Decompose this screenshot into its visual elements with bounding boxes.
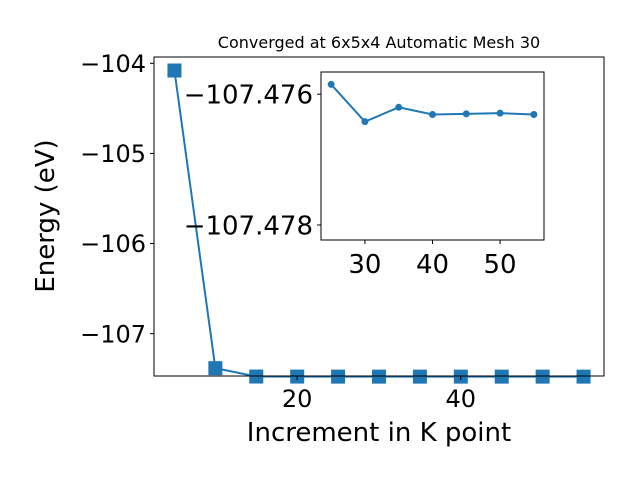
- main-data-point: [331, 369, 346, 384]
- main-x-ticks: 20 40: [282, 376, 476, 413]
- main-data-point: [208, 361, 223, 376]
- inset-y-tick-label: −107.478: [184, 211, 313, 241]
- inset-data-point: [361, 118, 369, 126]
- main-x-tick-label: 40: [446, 385, 477, 413]
- main-plot-frame: [153, 56, 605, 377]
- main-data-point: [535, 369, 550, 384]
- inset-x-tick-label: 40: [416, 250, 449, 280]
- inset-data-point: [530, 110, 538, 118]
- x-axis-label: Increment in K point: [247, 418, 511, 448]
- inset-axes: 30 40 50 −107.478 −107.476: [184, 71, 545, 280]
- main-data-point: [412, 369, 427, 384]
- main-x-tick-label: 20: [282, 385, 313, 413]
- inset-x-ticks: 30 40 50: [348, 240, 517, 280]
- y-axis-label: Energy (eV): [31, 139, 61, 292]
- inset-background: [321, 72, 544, 240]
- main-y-tick-label: −104: [80, 50, 146, 78]
- inset-y-ticks: −107.478 −107.476: [184, 81, 321, 241]
- main-data-point: [494, 369, 509, 384]
- main-y-ticks: −104 −105 −106 −107: [80, 50, 154, 348]
- main-y-tick-label: −105: [80, 140, 146, 168]
- main-axes: Converged at 6x5x4 Automatic Mesh 30 20 4…: [31, 33, 605, 448]
- inset-data-point: [496, 109, 504, 117]
- main-y-tick-label: −107: [80, 320, 146, 348]
- inset-data-point: [395, 103, 403, 111]
- main-data-point: [249, 369, 264, 384]
- inset-data-point: [429, 110, 436, 118]
- inset-y-tick-label: −107.476: [184, 81, 313, 111]
- chart-title: Converged at 6x5x4 Automatic Mesh 30: [218, 33, 540, 52]
- inset-data-point: [327, 80, 335, 88]
- inset-series-points: [327, 80, 538, 126]
- inset-x-tick-label: 50: [484, 250, 517, 280]
- main-data-point: [576, 369, 591, 384]
- inset-x-tick-label: 30: [348, 250, 381, 280]
- main-data-point: [372, 369, 386, 384]
- main-y-tick-label: −106: [80, 230, 146, 258]
- inset-data-point: [462, 110, 470, 118]
- main-data-point: [167, 63, 182, 78]
